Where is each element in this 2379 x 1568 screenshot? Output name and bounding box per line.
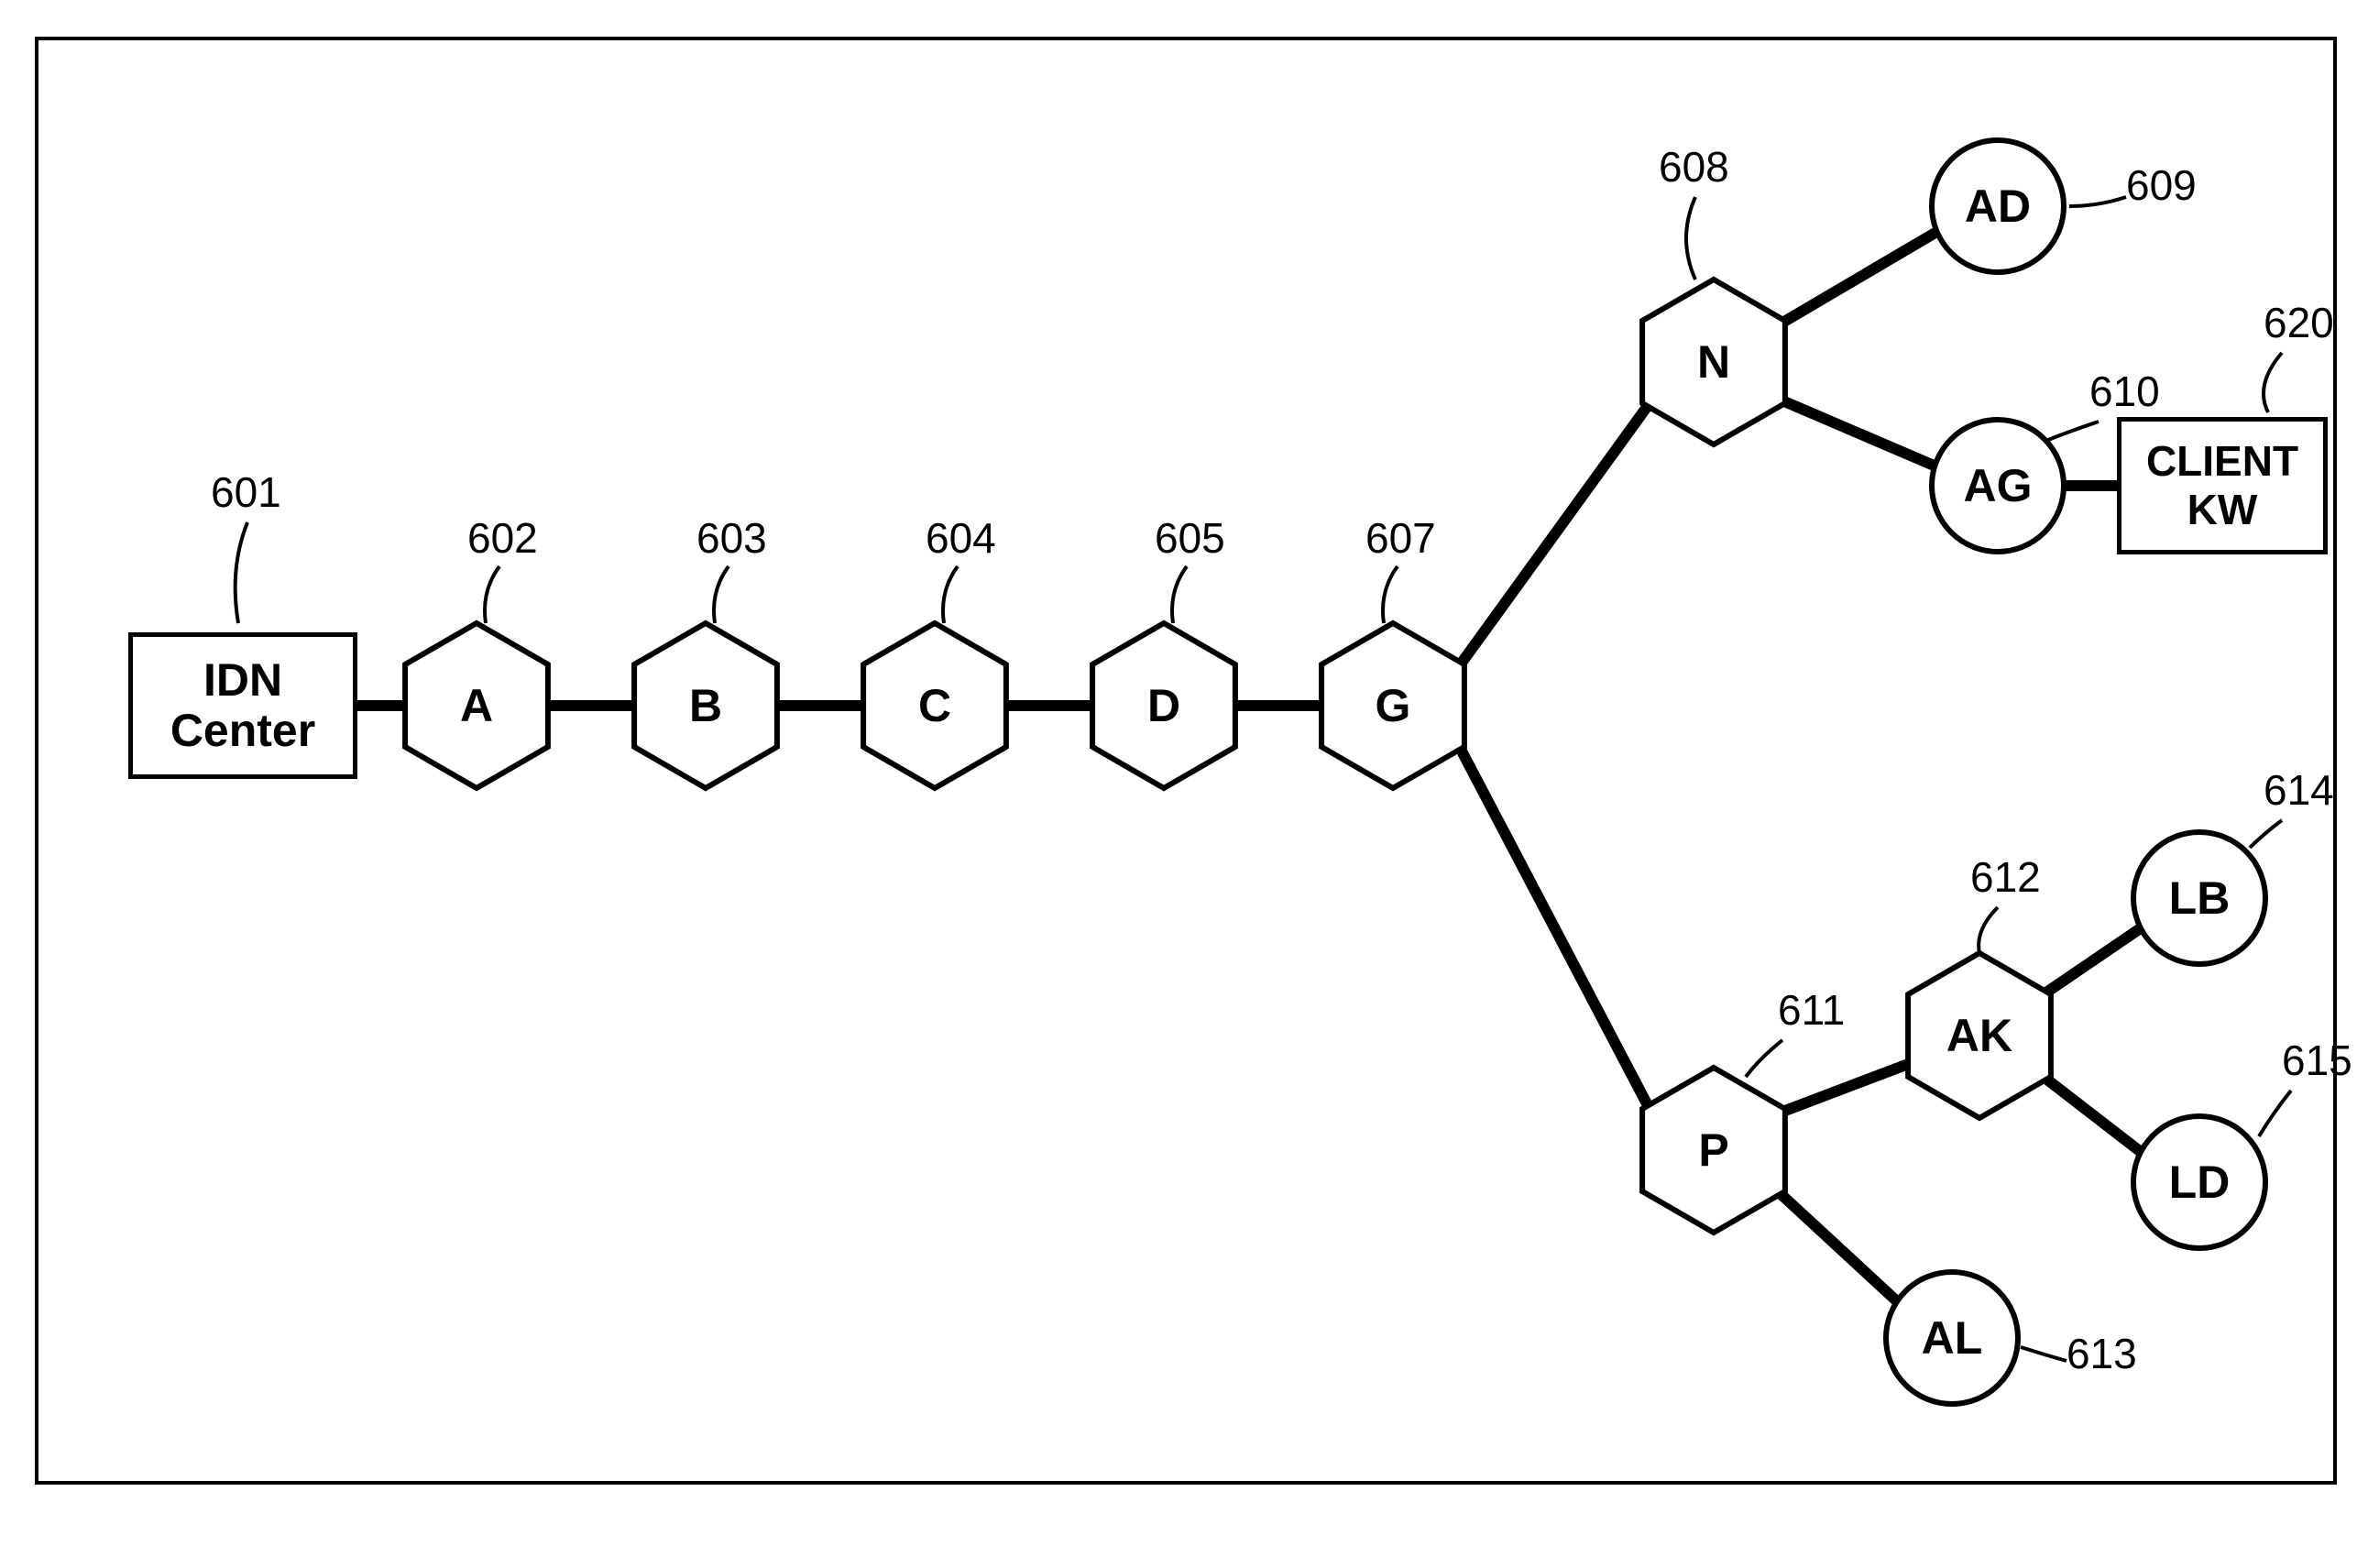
hex-c bbox=[863, 623, 1006, 788]
ref-607-text: 607 bbox=[1365, 514, 1436, 562]
node-lb: LB bbox=[2131, 829, 2268, 967]
ref-614: 614 bbox=[2264, 765, 2334, 815]
hex-p bbox=[1642, 1068, 1785, 1233]
leader-607 bbox=[1383, 566, 1398, 623]
ref-603-text: 603 bbox=[696, 514, 767, 562]
leader-603 bbox=[714, 566, 729, 623]
leader-615 bbox=[2259, 1091, 2291, 1136]
idn-line1: IDN bbox=[170, 655, 315, 706]
hex-g bbox=[1321, 623, 1464, 788]
ref-611-text: 611 bbox=[1778, 986, 1845, 1034]
leader-610 bbox=[2048, 422, 2099, 440]
leader-601 bbox=[236, 522, 247, 623]
ref-613: 613 bbox=[2067, 1329, 2137, 1378]
ref-601: 601 bbox=[211, 467, 281, 517]
node-ad: AD bbox=[1929, 137, 2067, 275]
ref-610: 610 bbox=[2089, 367, 2160, 416]
node-idn-center: IDN Center bbox=[128, 632, 357, 779]
idn-line2: Center bbox=[170, 706, 315, 756]
client-line1: CLIENT bbox=[2146, 437, 2298, 486]
hex-a bbox=[405, 623, 548, 788]
hex-ak bbox=[1908, 953, 2051, 1118]
leader-614 bbox=[2250, 820, 2282, 848]
hex-d bbox=[1092, 623, 1235, 788]
leader-613 bbox=[2021, 1347, 2067, 1361]
ref-602: 602 bbox=[467, 513, 538, 563]
label-ag: AG bbox=[1964, 459, 2033, 512]
hex-n bbox=[1642, 280, 1785, 444]
ref-620-text: 620 bbox=[2264, 299, 2334, 346]
ref-615-text: 615 bbox=[2282, 1036, 2352, 1084]
leader-605 bbox=[1172, 566, 1187, 623]
leader-612 bbox=[1979, 907, 1998, 953]
node-al: AL bbox=[1883, 1269, 2021, 1407]
hex-b bbox=[634, 623, 777, 788]
ref-612: 612 bbox=[1970, 852, 2041, 902]
leader-604 bbox=[943, 566, 958, 623]
ref-607: 607 bbox=[1365, 513, 1436, 563]
ref-603: 603 bbox=[696, 513, 767, 563]
label-ld: LD bbox=[2169, 1156, 2231, 1209]
client-line2: KW bbox=[2146, 486, 2298, 534]
ref-604-text: 604 bbox=[926, 514, 996, 562]
ref-604: 604 bbox=[926, 513, 996, 563]
label-al: AL bbox=[1922, 1311, 1983, 1365]
label-ad: AD bbox=[1965, 180, 2031, 233]
leader-608 bbox=[1686, 197, 1695, 280]
label-lb: LB bbox=[2169, 872, 2231, 925]
ref-605: 605 bbox=[1155, 513, 1225, 563]
ref-612-text: 612 bbox=[1970, 853, 2041, 901]
ref-610-text: 610 bbox=[2089, 367, 2160, 415]
ref-620: 620 bbox=[2264, 298, 2334, 347]
ref-614-text: 614 bbox=[2264, 766, 2334, 814]
node-client-kw: CLIENT KW bbox=[2117, 417, 2328, 554]
ref-605-text: 605 bbox=[1155, 514, 1225, 562]
node-ag: AG bbox=[1929, 417, 2067, 554]
ref-609-text: 609 bbox=[2126, 161, 2197, 209]
leader-609 bbox=[2069, 197, 2126, 206]
ref-609: 609 bbox=[2126, 160, 2197, 210]
ref-602-text: 602 bbox=[467, 514, 538, 562]
ref-601-text: 601 bbox=[211, 468, 281, 516]
leader-620 bbox=[2264, 353, 2282, 412]
ref-611: 611 bbox=[1778, 985, 1845, 1035]
ref-608: 608 bbox=[1659, 142, 1729, 192]
leader-602 bbox=[485, 566, 499, 623]
ref-615: 615 bbox=[2282, 1036, 2352, 1085]
node-ld: LD bbox=[2131, 1113, 2268, 1251]
ref-613-text: 613 bbox=[2067, 1330, 2137, 1377]
ref-608-text: 608 bbox=[1659, 143, 1729, 191]
leader-611 bbox=[1746, 1040, 1782, 1077]
